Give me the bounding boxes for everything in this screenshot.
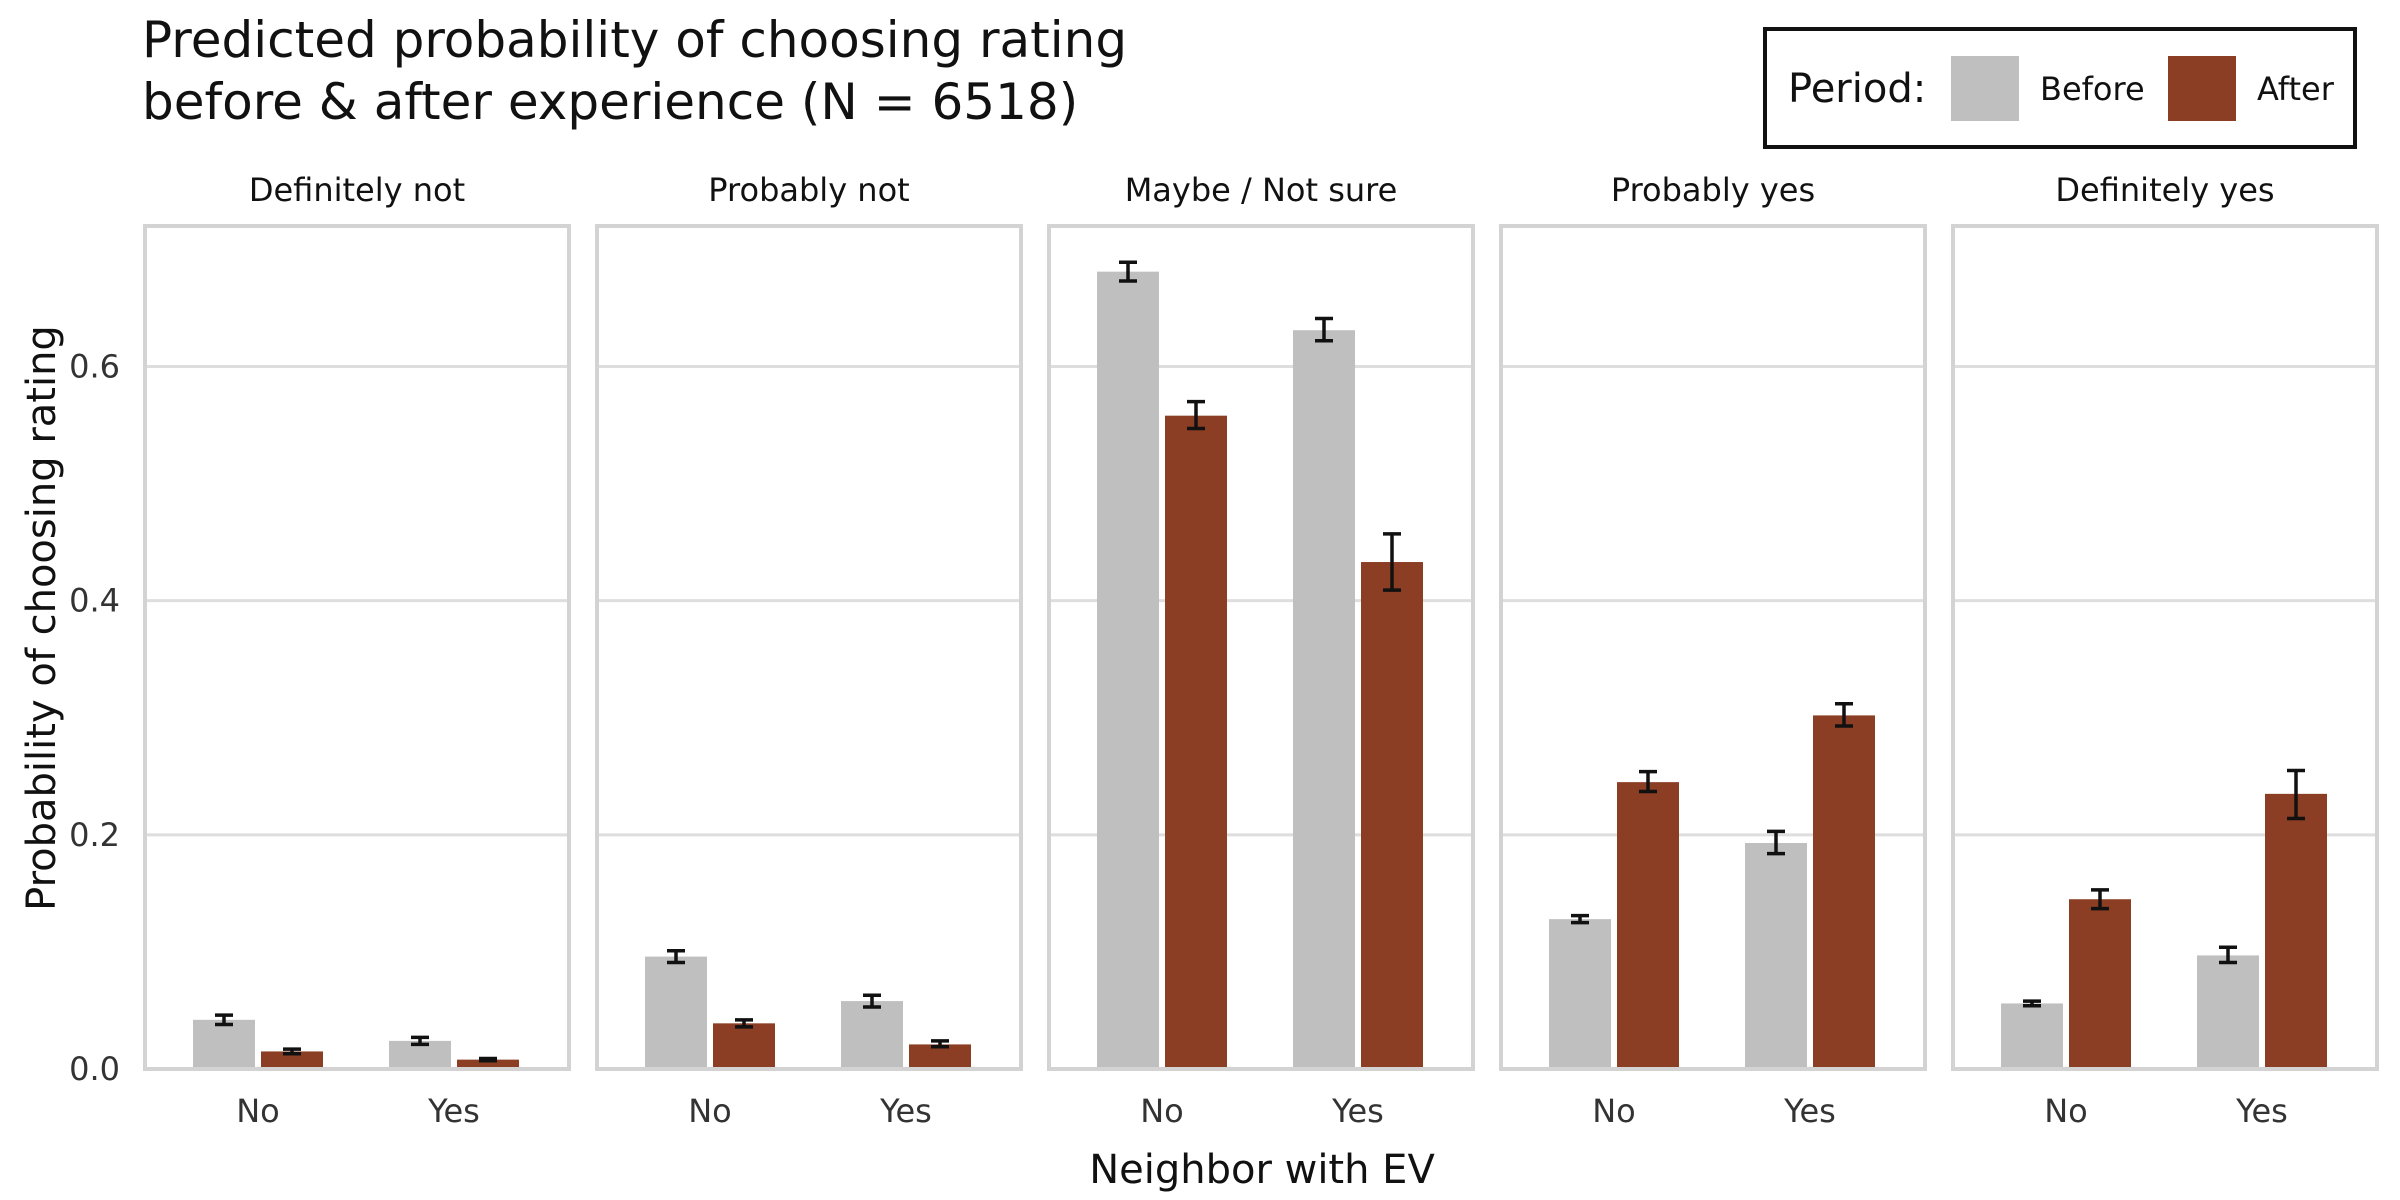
x-tick-label: No xyxy=(1140,1092,1184,1130)
x-tick-label: Yes xyxy=(427,1092,480,1130)
error-bar xyxy=(411,1035,429,1047)
bar-after-yes xyxy=(909,1044,971,1069)
x-tick-label: Yes xyxy=(1331,1092,1384,1130)
x-tick-label: No xyxy=(688,1092,732,1130)
error-bar xyxy=(2023,999,2041,1008)
bar-after-yes xyxy=(2265,793,2327,1069)
y-tick-label: 0.6 xyxy=(69,348,120,386)
facet-strip-label: Definitely yes xyxy=(2055,171,2274,209)
panel-border xyxy=(1951,224,2379,1071)
error-bar xyxy=(1315,316,1333,343)
x-tick-label: No xyxy=(236,1092,280,1130)
bar-before-no xyxy=(1549,919,1611,1069)
bar-before-yes xyxy=(841,1001,903,1069)
chart-title: Predicted probability of choosing rating… xyxy=(142,11,1127,131)
x-axis-title: Neighbor with EV xyxy=(1089,1147,1435,1193)
x-tick-label: No xyxy=(1592,1092,1636,1130)
panel-border xyxy=(1047,224,1475,1071)
bar-before-no xyxy=(2001,1003,2063,1069)
error-bar xyxy=(215,1013,233,1027)
error-bar xyxy=(931,1039,949,1049)
legend-box xyxy=(1763,27,2357,149)
bar-after-no xyxy=(261,1051,323,1069)
error-bar xyxy=(1119,260,1137,283)
error-bar xyxy=(283,1047,301,1056)
facet-panel: Definitely not No Yes xyxy=(143,171,571,1130)
legend-title: Period: xyxy=(1788,66,1926,112)
error-bar xyxy=(2219,945,2237,965)
legend-label-after: After xyxy=(2257,70,2335,108)
facet-panel: Maybe / Not sure No Yes xyxy=(1047,171,1475,1130)
facet-strip-label: Probably yes xyxy=(1611,171,1815,209)
facet-panel: Definitely yes No Yes xyxy=(1951,171,2379,1130)
error-bar xyxy=(667,948,685,965)
facet-panel: Probably yes No Yes xyxy=(1499,171,1927,1130)
bar-before-no xyxy=(193,1019,255,1069)
error-bar xyxy=(2287,768,2305,821)
legend-key-after xyxy=(2168,56,2236,121)
y-tick-label: 0.2 xyxy=(69,816,120,854)
bar-before-yes xyxy=(2197,955,2259,1069)
error-bar xyxy=(1187,399,1205,431)
panel-border xyxy=(1499,224,1927,1071)
bar-after-yes xyxy=(1361,562,1423,1069)
bar-after-no xyxy=(1617,782,1679,1069)
bar-after-yes xyxy=(1813,715,1875,1069)
error-bar xyxy=(2091,888,2109,911)
x-tick-label: Yes xyxy=(1783,1092,1836,1130)
error-bar xyxy=(1571,913,1589,925)
bar-before-no xyxy=(1097,271,1159,1070)
panel-border xyxy=(143,224,571,1071)
facet-panel: Probably not No Yes xyxy=(595,171,1023,1130)
bar-after-no xyxy=(2069,899,2131,1069)
bar-after-no xyxy=(713,1023,775,1069)
error-bar xyxy=(479,1056,497,1063)
x-tick-label: Yes xyxy=(879,1092,932,1130)
error-bar xyxy=(1383,532,1401,592)
y-tick-label: 0.0 xyxy=(69,1050,120,1088)
bar-before-no xyxy=(645,956,707,1069)
y-tick-label: 0.4 xyxy=(69,582,120,620)
facet-strip-label: Probably not xyxy=(708,171,909,209)
x-tick-label: Yes xyxy=(2235,1092,2288,1130)
error-bar xyxy=(1835,701,1853,728)
panel-border xyxy=(595,224,1023,1071)
x-tick-label: No xyxy=(2044,1092,2088,1130)
error-bar xyxy=(863,993,881,1009)
bar-before-yes xyxy=(1293,330,1355,1069)
chart-title-line: before & after experience (N = 6518) xyxy=(142,73,1078,131)
error-bar xyxy=(1767,829,1785,856)
legend-key-before xyxy=(1951,56,2019,121)
facet-strip-label: Definitely not xyxy=(249,171,465,209)
error-bar xyxy=(1639,769,1657,794)
error-bar xyxy=(735,1018,753,1029)
y-axis-title: Probability of choosing rating xyxy=(19,325,65,911)
chart-title-line: Predicted probability of choosing rating xyxy=(142,11,1127,69)
facet-strip-label: Maybe / Not sure xyxy=(1125,171,1398,209)
bar-after-yes xyxy=(457,1059,519,1069)
bar-before-yes xyxy=(1745,843,1807,1069)
legend: Period: Before After xyxy=(1763,27,2357,149)
bar-after-no xyxy=(1165,415,1227,1069)
legend-label-before: Before xyxy=(2040,70,2145,108)
